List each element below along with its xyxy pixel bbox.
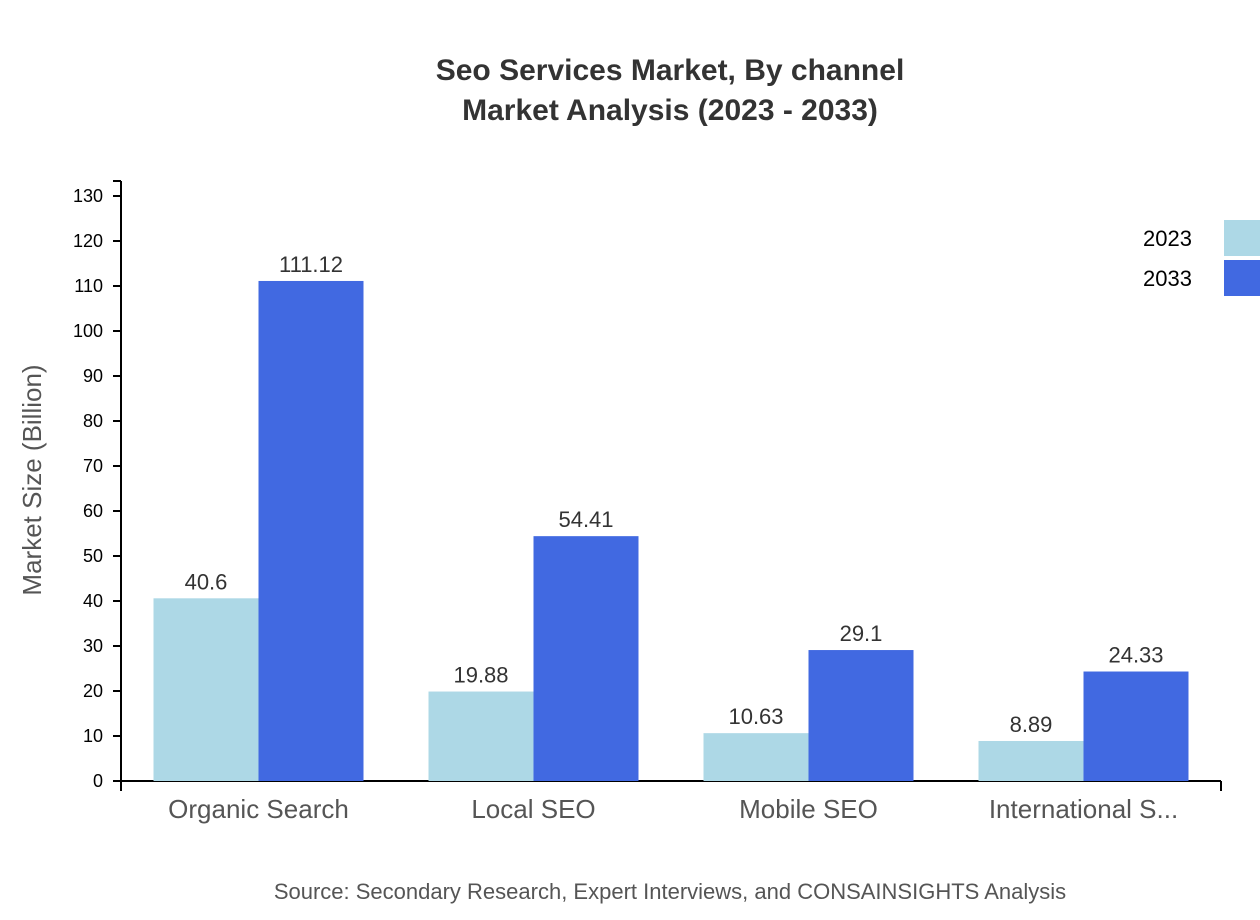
data-label: 40.6 bbox=[185, 569, 228, 594]
data-label: 10.63 bbox=[728, 704, 783, 729]
y-tick-label: 30 bbox=[83, 636, 103, 656]
y-tick-label: 130 bbox=[73, 186, 103, 206]
y-tick-label: 90 bbox=[83, 366, 103, 386]
bar-2023 bbox=[153, 598, 259, 781]
y-axis-label: Market Size (Billion) bbox=[17, 364, 47, 595]
data-label: 29.1 bbox=[840, 621, 883, 646]
y-tick-label: 80 bbox=[83, 411, 103, 431]
y-tick-label: 120 bbox=[73, 231, 103, 251]
data-label: 19.88 bbox=[453, 663, 508, 688]
bar-2033 bbox=[1083, 671, 1189, 781]
legend: 2023 2033 bbox=[1143, 220, 1260, 296]
chart-subtitle: Market Analysis (2023 - 2033) bbox=[462, 94, 878, 127]
y-tick-label: 60 bbox=[83, 501, 103, 521]
bar-2033 bbox=[258, 280, 364, 781]
x-tick-label: International S... bbox=[989, 794, 1178, 824]
y-tick-label: 110 bbox=[74, 276, 103, 296]
x-tick-label: Local SEO bbox=[471, 794, 595, 824]
legend-swatch bbox=[1224, 220, 1260, 256]
data-label: 54.41 bbox=[558, 507, 613, 532]
y-tick-label: 50 bbox=[83, 546, 103, 566]
legend-label: 2023 bbox=[1143, 226, 1192, 251]
bar-2023 bbox=[428, 691, 534, 781]
data-label: 24.33 bbox=[1108, 643, 1163, 668]
legend-label: 2033 bbox=[1143, 266, 1192, 291]
y-tick-label: 20 bbox=[83, 681, 103, 701]
x-tick-label: Mobile SEO bbox=[739, 794, 878, 824]
y-tick-label: 70 bbox=[83, 456, 103, 476]
y-tick-label: 40 bbox=[83, 591, 103, 611]
bar-2033 bbox=[808, 650, 914, 781]
y-tick-label: 100 bbox=[73, 321, 103, 341]
y-tick-label: 0 bbox=[93, 771, 103, 791]
chart-title: Seo Services Market, By channel bbox=[436, 54, 905, 87]
bar-2033 bbox=[533, 536, 639, 781]
x-axis: Organic Search Local SEO Mobile SEO Interna… bbox=[120, 780, 1222, 824]
legend-swatch bbox=[1224, 260, 1260, 296]
data-label: 111.12 bbox=[279, 252, 343, 277]
y-axis: 0 10 20 30 40 50 60 70 80 90 100 110 120 130 bbox=[73, 180, 122, 791]
x-tick-label: Organic Search bbox=[168, 794, 349, 824]
data-label: 8.89 bbox=[1010, 712, 1053, 737]
source-note: Source: Secondary Research, Expert Inter… bbox=[274, 879, 1066, 904]
bar-2023 bbox=[978, 740, 1084, 781]
y-tick-label: 10 bbox=[83, 726, 103, 746]
bar-2023 bbox=[703, 733, 809, 781]
bars: 40.6 111.12 19.88 54.41 10.63 29.1 8.89 24.33 bbox=[153, 252, 1189, 781]
